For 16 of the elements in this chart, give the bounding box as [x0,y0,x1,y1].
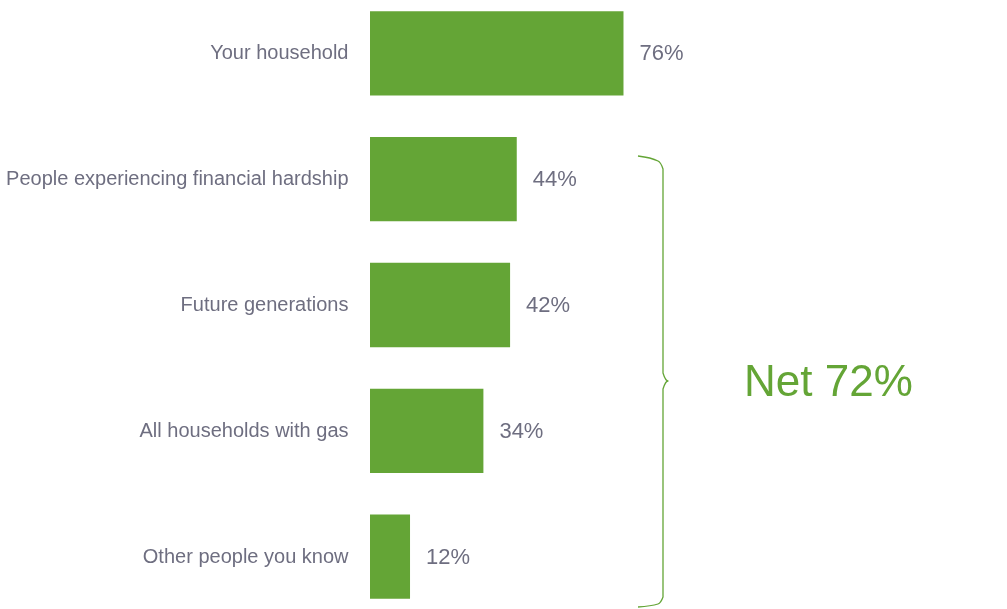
bar [370,11,624,96]
data-label: 42% [526,292,571,317]
y-tick-label: Future generations [180,293,349,315]
bar [370,388,484,473]
text: Net 72% [744,356,913,405]
data-label: 76% [639,40,684,66]
y-tick-label: Your household [210,41,349,64]
y-tick-label: All households with gas [139,418,349,441]
y-tick-label: Other people you know [142,544,350,567]
data-label: 12% [426,543,471,569]
bar [370,514,411,599]
data-label: 44% [532,166,577,192]
data-label: 34% [499,417,544,443]
bar [370,262,511,348]
bar [370,137,517,222]
y-tick-label: People experiencing financial hardship [6,167,349,190]
